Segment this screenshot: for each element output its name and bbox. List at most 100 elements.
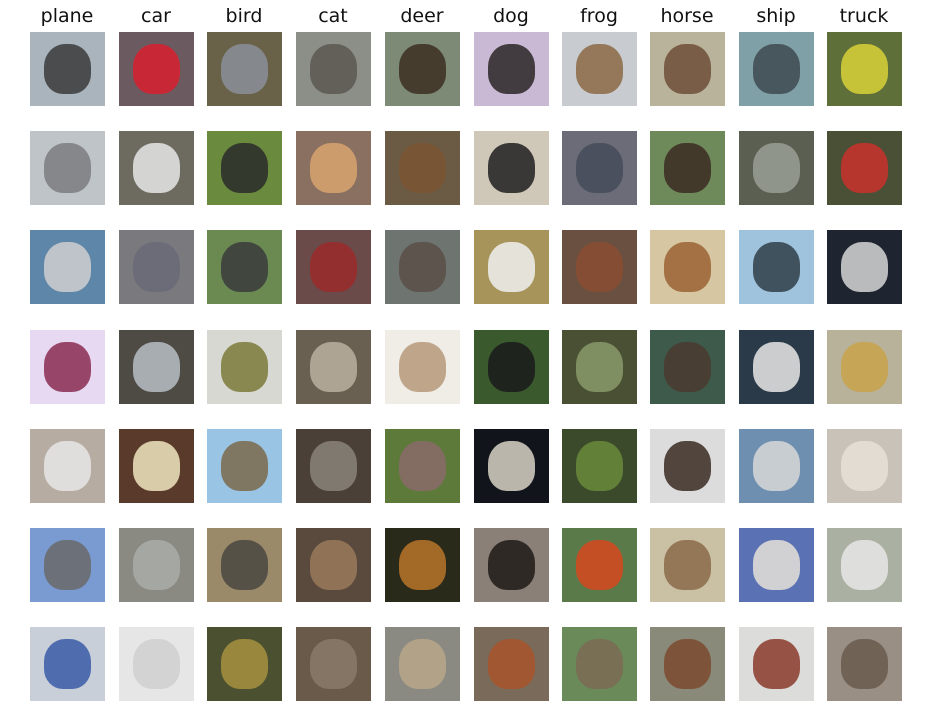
- bird-thumbnail: [207, 32, 282, 106]
- deer-thumbnail: [385, 32, 460, 106]
- bird-subject: [221, 639, 268, 689]
- car-thumbnail: [119, 32, 194, 106]
- truck-thumbnail: [827, 131, 902, 205]
- column-title-bird: bird: [225, 5, 263, 27]
- bird-thumbnail: [207, 429, 282, 503]
- car-thumbnail: [119, 627, 194, 701]
- cat-thumbnail: [296, 131, 371, 205]
- dog-thumbnail: [474, 131, 549, 205]
- deer-subject: [399, 639, 446, 689]
- ship-thumbnail: [739, 330, 814, 404]
- horse-thumbnail: [650, 528, 725, 602]
- cat-subject: [310, 242, 357, 292]
- bird-subject: [221, 242, 268, 292]
- ship-subject: [753, 143, 800, 193]
- dog-subject: [488, 540, 535, 590]
- column-title-car: car: [141, 5, 171, 27]
- cat-subject: [310, 342, 357, 392]
- ship-subject: [753, 342, 800, 392]
- plane-thumbnail: [30, 32, 105, 106]
- car-thumbnail: [119, 230, 194, 304]
- deer-subject: [399, 540, 446, 590]
- ship-thumbnail: [739, 131, 814, 205]
- bird-subject: [221, 441, 268, 491]
- frog-thumbnail: [562, 131, 637, 205]
- plane-thumbnail: [30, 230, 105, 304]
- horse-subject: [664, 242, 711, 292]
- dog-subject: [488, 44, 535, 94]
- frog-subject: [576, 342, 623, 392]
- horse-thumbnail: [650, 627, 725, 701]
- bird-thumbnail: [207, 330, 282, 404]
- truck-subject: [841, 342, 888, 392]
- deer-subject: [399, 342, 446, 392]
- dog-thumbnail: [474, 528, 549, 602]
- plane-subject: [44, 639, 91, 689]
- car-subject: [133, 44, 180, 94]
- plane-thumbnail: [30, 330, 105, 404]
- dog-thumbnail: [474, 429, 549, 503]
- dog-thumbnail: [474, 330, 549, 404]
- car-subject: [133, 639, 180, 689]
- frog-thumbnail: [562, 32, 637, 106]
- truck-thumbnail: [827, 429, 902, 503]
- truck-subject: [841, 143, 888, 193]
- ship-thumbnail: [739, 230, 814, 304]
- car-subject: [133, 242, 180, 292]
- bird-subject: [221, 44, 268, 94]
- truck-thumbnail: [827, 32, 902, 106]
- frog-subject: [576, 44, 623, 94]
- horse-subject: [664, 639, 711, 689]
- frog-thumbnail: [562, 330, 637, 404]
- plane-subject: [44, 242, 91, 292]
- truck-subject: [841, 540, 888, 590]
- ship-subject: [753, 44, 800, 94]
- truck-subject: [841, 639, 888, 689]
- column-title-deer: deer: [400, 5, 444, 27]
- column-title-plane: plane: [40, 5, 94, 27]
- dog-subject: [488, 143, 535, 193]
- car-thumbnail: [119, 131, 194, 205]
- ship-subject: [753, 242, 800, 292]
- cat-subject: [310, 540, 357, 590]
- truck-thumbnail: [827, 528, 902, 602]
- ship-thumbnail: [739, 32, 814, 106]
- bird-thumbnail: [207, 131, 282, 205]
- frog-subject: [576, 242, 623, 292]
- truck-thumbnail: [827, 330, 902, 404]
- plane-thumbnail: [30, 429, 105, 503]
- column-title-frog: frog: [580, 5, 618, 27]
- frog-subject: [576, 639, 623, 689]
- column-title-truck: truck: [839, 5, 889, 27]
- ship-thumbnail: [739, 528, 814, 602]
- cat-thumbnail: [296, 429, 371, 503]
- horse-subject: [664, 342, 711, 392]
- deer-thumbnail: [385, 330, 460, 404]
- car-thumbnail: [119, 429, 194, 503]
- horse-thumbnail: [650, 230, 725, 304]
- dog-subject: [488, 441, 535, 491]
- truck-thumbnail: [827, 627, 902, 701]
- deer-thumbnail: [385, 627, 460, 701]
- bird-thumbnail: [207, 230, 282, 304]
- plane-thumbnail: [30, 131, 105, 205]
- plane-subject: [44, 540, 91, 590]
- frog-thumbnail: [562, 627, 637, 701]
- dog-thumbnail: [474, 627, 549, 701]
- deer-subject: [399, 441, 446, 491]
- truck-thumbnail: [827, 230, 902, 304]
- cat-thumbnail: [296, 230, 371, 304]
- plane-subject: [44, 342, 91, 392]
- truck-subject: [841, 44, 888, 94]
- car-subject: [133, 143, 180, 193]
- frog-subject: [576, 441, 623, 491]
- deer-thumbnail: [385, 230, 460, 304]
- deer-thumbnail: [385, 528, 460, 602]
- deer-subject: [399, 143, 446, 193]
- frog-thumbnail: [562, 230, 637, 304]
- truck-subject: [841, 242, 888, 292]
- bird-thumbnail: [207, 627, 282, 701]
- dog-thumbnail: [474, 230, 549, 304]
- deer-subject: [399, 242, 446, 292]
